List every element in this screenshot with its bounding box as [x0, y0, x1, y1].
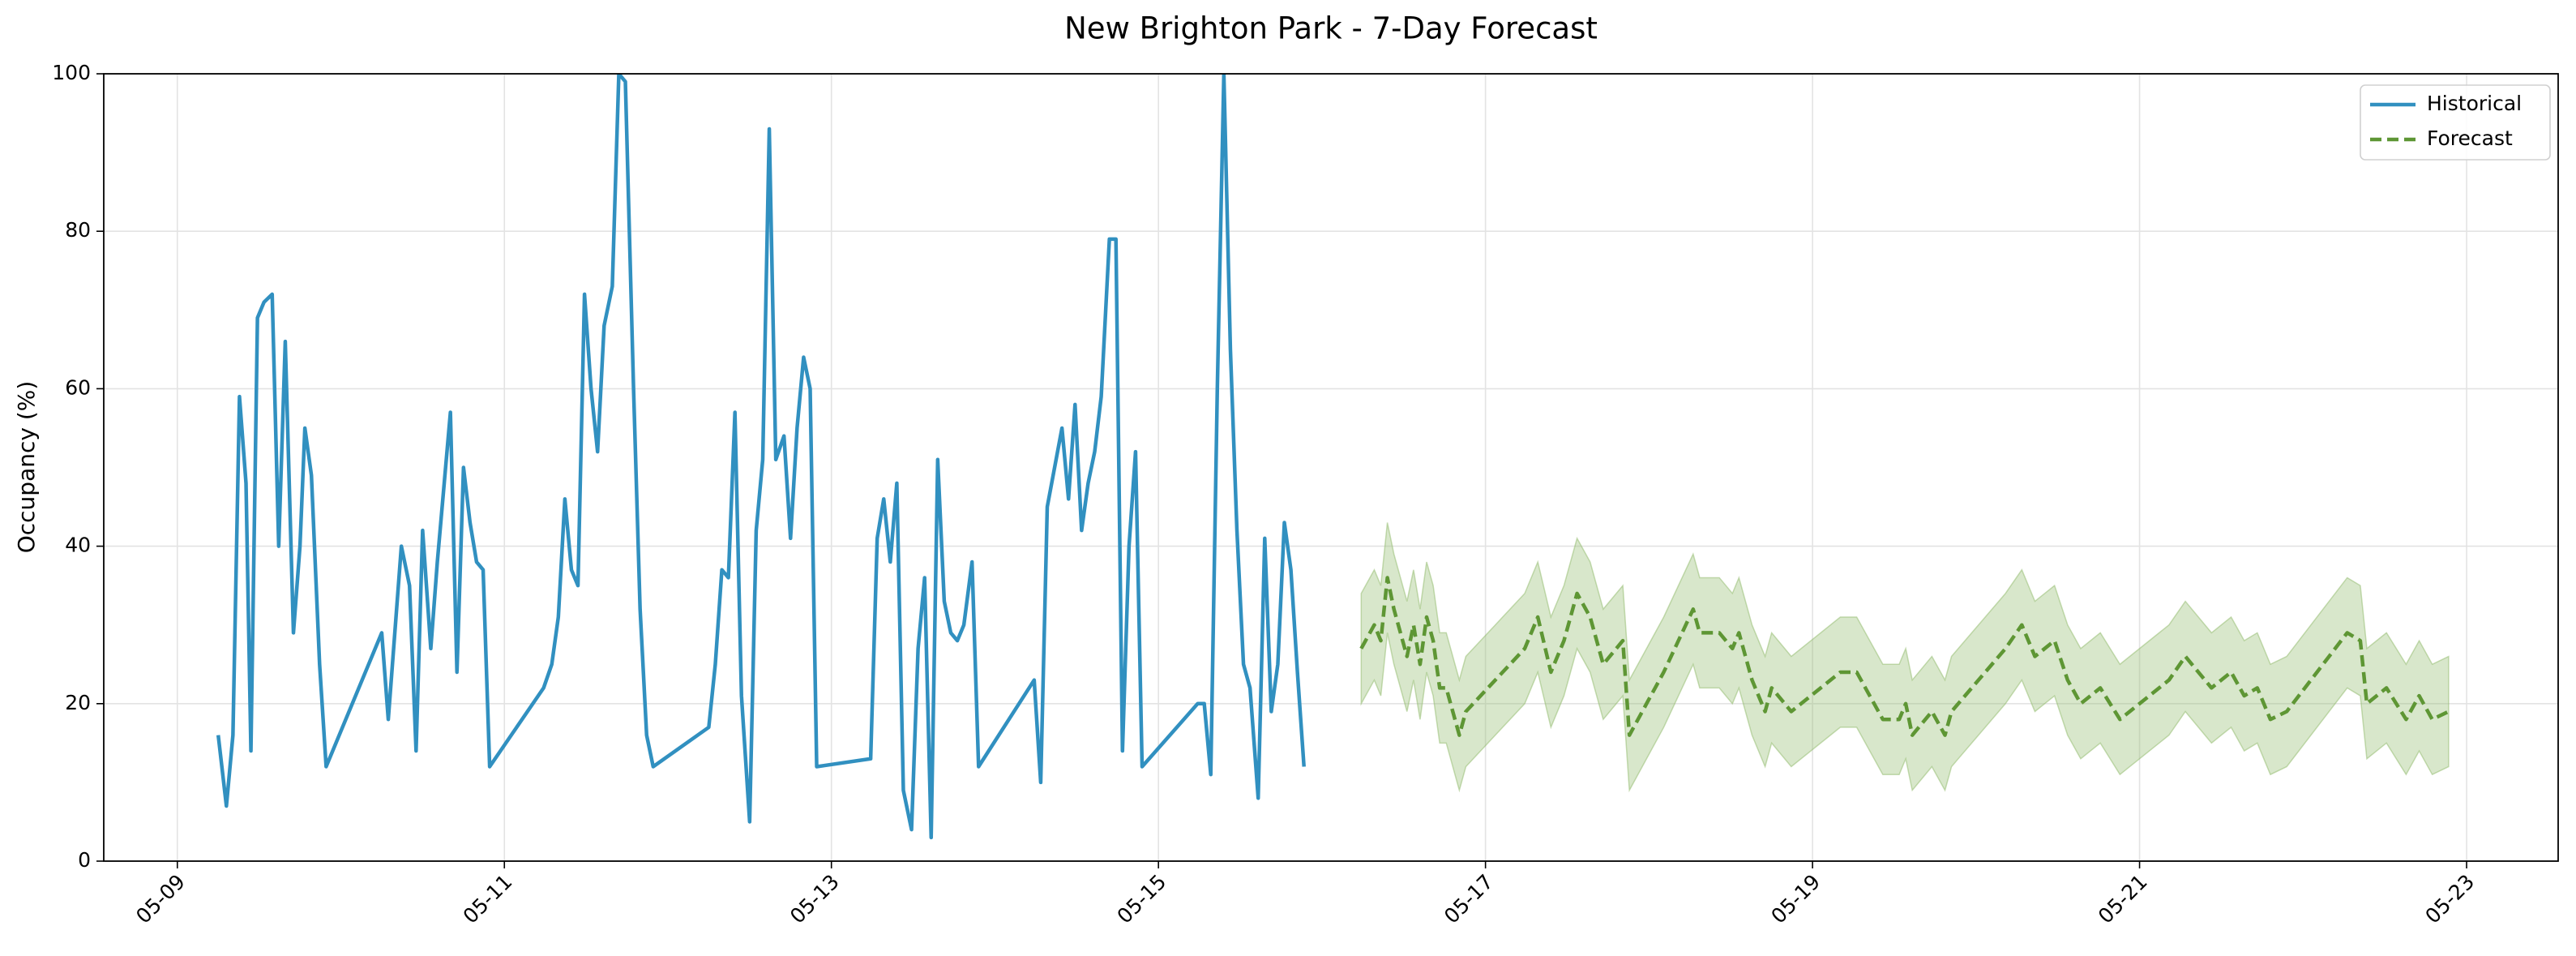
y-tick-label: 60: [65, 375, 91, 399]
x-tick-label: 05-11: [459, 870, 517, 928]
y-tick-label: 80: [65, 218, 91, 242]
legend: Historical Forecast: [2360, 84, 2551, 161]
x-tick-label: 05-21: [2094, 870, 2152, 928]
x-tick-label: 05-15: [1112, 870, 1170, 928]
y-tick-label: 40: [65, 534, 91, 557]
chart-title: New Brighton Park - 7-Day Forecast: [1064, 11, 1598, 46]
confidence-band: [1360, 522, 2450, 793]
x-tick-label: 05-19: [1766, 870, 1825, 928]
y-tick-label: 0: [78, 848, 91, 872]
series-line: [216, 74, 1306, 840]
y-tick-label: 20: [65, 691, 91, 714]
x-tick-label: 05-23: [2420, 870, 2479, 928]
legend-label: Historical: [2427, 92, 2522, 115]
y-axis-label: Occupancy (%): [13, 381, 40, 554]
legend-label: Forecast: [2427, 126, 2513, 150]
y-tick-label: 100: [52, 61, 91, 84]
axes-frame: [103, 73, 2559, 862]
series-line: [1359, 576, 2450, 737]
x-tick-label: 05-17: [1440, 870, 1498, 928]
x-tick-label: 05-09: [131, 870, 190, 928]
x-tick-label: 05-13: [785, 870, 844, 928]
